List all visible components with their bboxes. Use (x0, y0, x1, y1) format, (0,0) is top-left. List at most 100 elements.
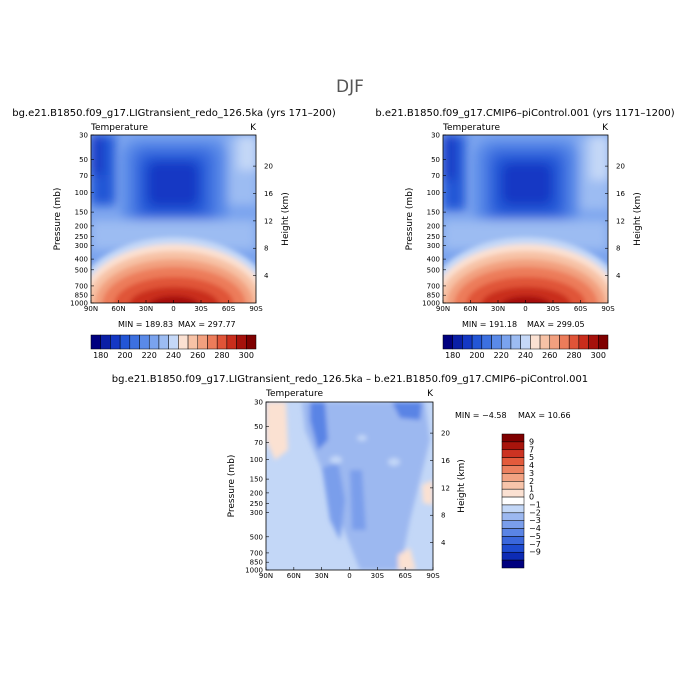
x-tick-label: 60S (222, 305, 236, 313)
colorbar-label: 7 (529, 445, 534, 454)
colorbar-swatch (158, 334, 169, 350)
x-tick-label: 60N (463, 305, 477, 313)
x-tick-label: 0 (523, 305, 527, 313)
colorbar-label: −5 (529, 532, 541, 541)
x-tick-label: 60S (398, 572, 412, 580)
y2-tick-label: 12 (616, 217, 625, 225)
colorbar-swatch (207, 334, 218, 350)
difference-title: bg.e21.B1850.f09_g17.LIGtransient_redo_1… (112, 374, 588, 385)
colorbar-swatch (90, 334, 101, 350)
colorbar-swatch (501, 559, 525, 569)
y-tick-label: 30 (431, 132, 440, 140)
x-tick-label: 30S (194, 305, 208, 313)
colorbar-swatch (178, 334, 189, 350)
y-tick-label: 400 (427, 256, 440, 264)
y2-tick-label: 20 (264, 163, 273, 171)
y-tick-label: 500 (75, 266, 88, 274)
colorbar-swatch (568, 334, 580, 350)
y2-tick-label: 16 (441, 457, 450, 465)
colorbar-swatch (500, 334, 512, 350)
colorbar-swatch (501, 536, 525, 545)
colorbar-swatch (501, 488, 525, 498)
panel-lig-max: MAX = 297.77 (178, 320, 236, 329)
y-tick-label: 70 (254, 439, 263, 447)
colorbar-label: −2 (529, 508, 541, 517)
y-tick-label: 500 (427, 266, 440, 274)
panel-lig-variable: Temperature (90, 123, 148, 133)
panel-picontrol-colorbar: 180 200 220 240 260 280 300 (442, 334, 609, 360)
y-tick-label: 850 (250, 559, 263, 567)
y-tick-label: 300 (75, 242, 88, 250)
colorbar-swatch (549, 334, 560, 350)
y-tick-label: 300 (250, 509, 263, 517)
panel-difference-field (266, 402, 433, 570)
colorbar-swatch (501, 473, 525, 482)
colorbar-label: 240 (166, 351, 181, 360)
colorbar-swatch (501, 496, 525, 506)
panel-difference-ylabel: Pressure (mb) (227, 455, 237, 518)
panel-lig: bg.e21.B1850.f09_g17.LIGtransient_redo_1… (12, 108, 336, 360)
panel-picontrol: b.e21.B1850.f09_g17.CMIP6–piControl.001 … (375, 108, 674, 360)
panel-picontrol-max: MAX = 299.05 (527, 320, 585, 329)
y-tick-label: 70 (431, 172, 440, 180)
x-tick-label: 30N (315, 572, 329, 580)
panel-lig-y2label: Height (km) (281, 192, 291, 246)
colorbar-swatch (110, 334, 121, 350)
panel-difference: bg.e21.B1850.f09_g17.LIGtransient_redo_1… (112, 374, 588, 580)
y-tick-label: 150 (250, 476, 263, 484)
colorbar-label: −1 (529, 500, 541, 509)
colorbar-swatch (501, 481, 525, 490)
panel-difference-units: K (427, 389, 434, 399)
y-tick-label: 50 (254, 423, 263, 431)
y2-tick-label: 12 (441, 484, 450, 492)
colorbar-swatch (216, 334, 228, 350)
y-tick-label: 700 (427, 282, 440, 290)
y-tick-label: 100 (75, 189, 88, 197)
colorbar-swatch (462, 334, 473, 350)
x-tick-label: 60N (287, 572, 301, 580)
y-tick-label: 700 (250, 549, 263, 557)
x-tick-label: 90N (436, 305, 450, 313)
colorbar-swatch (501, 465, 525, 474)
colorbar-swatch (501, 504, 525, 514)
colorbar-swatch (148, 334, 160, 350)
panel-lig-min: MIN = 189.83 (118, 320, 173, 329)
colorbar-swatch (588, 334, 599, 350)
colorbar-label: 300 (239, 351, 254, 360)
colorbar-label: 4 (529, 461, 534, 470)
y2-tick-label: 12 (264, 217, 273, 225)
y-tick-label: 200 (75, 222, 88, 230)
colorbar-swatch (501, 457, 525, 466)
panel-picontrol-title: b.e21.B1850.f09_g17.CMIP6–piControl.001 … (375, 108, 674, 119)
y-tick-label: 300 (427, 242, 440, 250)
x-tick-label: 30N (491, 305, 505, 313)
colorbar-swatch (119, 334, 131, 350)
y-tick-label: 1000 (245, 567, 263, 575)
y2-tick-label: 4 (616, 272, 621, 280)
colorbar-swatch (129, 334, 140, 350)
panel-picontrol-ylabel: Pressure (mb) (405, 188, 415, 251)
colorbar-swatch (578, 334, 589, 350)
y-tick-label: 100 (250, 456, 263, 464)
colorbar-label: 9 (529, 437, 534, 446)
colorbar-swatch (501, 449, 525, 458)
colorbar-label: 1 (529, 485, 534, 494)
y-tick-label: 1000 (422, 300, 440, 308)
x-tick-label: 0 (171, 305, 175, 313)
panel-picontrol-field (443, 135, 608, 303)
colorbar-label: −3 (529, 516, 541, 525)
colorbar-swatch (501, 551, 525, 561)
colorbar-swatch (246, 334, 257, 350)
colorbar-label: 200 (117, 351, 132, 360)
colorbar-swatch (226, 334, 237, 350)
colorbar-swatch (501, 441, 525, 451)
colorbar-label: 220 (494, 351, 509, 360)
colorbar-swatch (501, 520, 525, 529)
panel-lig-units: K (250, 123, 257, 133)
colorbar-swatch (100, 334, 111, 350)
colorbar-swatch (139, 334, 150, 350)
colorbar-swatch (168, 334, 179, 350)
y-tick-label: 200 (427, 222, 440, 230)
